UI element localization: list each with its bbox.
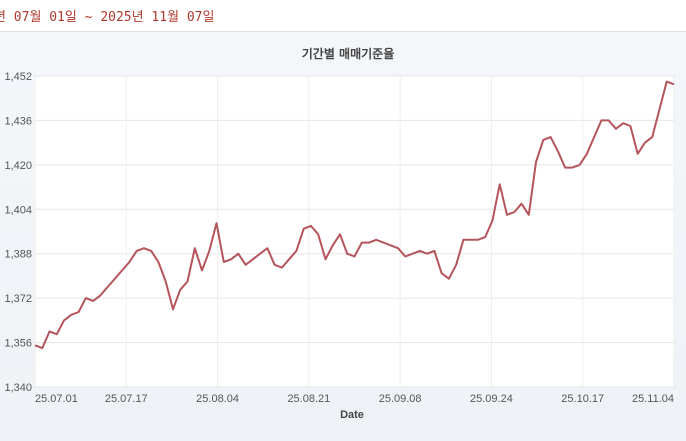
series-layer [34, 80, 675, 350]
plot-area [34, 75, 675, 388]
date-range-header: 년 07월 01일 ~ 2025년 11월 07일 [0, 0, 686, 30]
x-tick-label: 25.07.17 [105, 393, 148, 405]
x-tick-label: 25.09.08 [379, 393, 422, 405]
y-tick-label: 1,356 [4, 338, 32, 350]
y-axis-ticks: 1,340 1,356 1,372 1,388 1,404 1,420 1,436 1,452 [4, 71, 32, 394]
y-tick-label: 1,404 [4, 204, 32, 216]
y-tick-label: 1,372 [4, 293, 32, 305]
y-tick-label: 1,388 [4, 249, 32, 261]
x-tick-label: 25.08.21 [287, 393, 330, 405]
x-tick-label: 25.07.01 [35, 393, 78, 405]
series-line [34, 80, 675, 350]
y-tick-label: 1,452 [4, 71, 32, 83]
x-tick-label: 25.08.04 [196, 393, 239, 405]
y-tick-label: 1,420 [4, 160, 32, 172]
exchange-rate-line-chart: 기간별 매매기준율 1,340 1,356 1,372 1,388 1,404 1,420… [4, 46, 675, 421]
chart-title: 기간별 매매기준율 [302, 46, 395, 61]
y-tick-label: 1,340 [4, 382, 32, 394]
x-axis-ticks: 25.07.01 25.07.17 25.08.04 25.08.21 25.09.08… [35, 393, 674, 405]
x-tick-label: 25.10.17 [561, 393, 604, 405]
y-tick-label: 1,436 [4, 115, 32, 127]
x-tick-label: 25.11.04 [632, 393, 674, 405]
x-axis-label: Date [340, 409, 364, 421]
x-tick-label: 25.09.24 [470, 393, 513, 405]
date-range-text: 년 07월 01일 ~ 2025년 11월 07일 [0, 10, 215, 25]
